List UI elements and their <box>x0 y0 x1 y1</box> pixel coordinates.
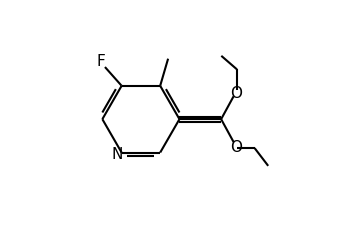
Text: O: O <box>230 85 242 100</box>
Text: F: F <box>97 54 105 69</box>
Text: N: N <box>111 146 123 161</box>
Text: O: O <box>230 139 242 154</box>
